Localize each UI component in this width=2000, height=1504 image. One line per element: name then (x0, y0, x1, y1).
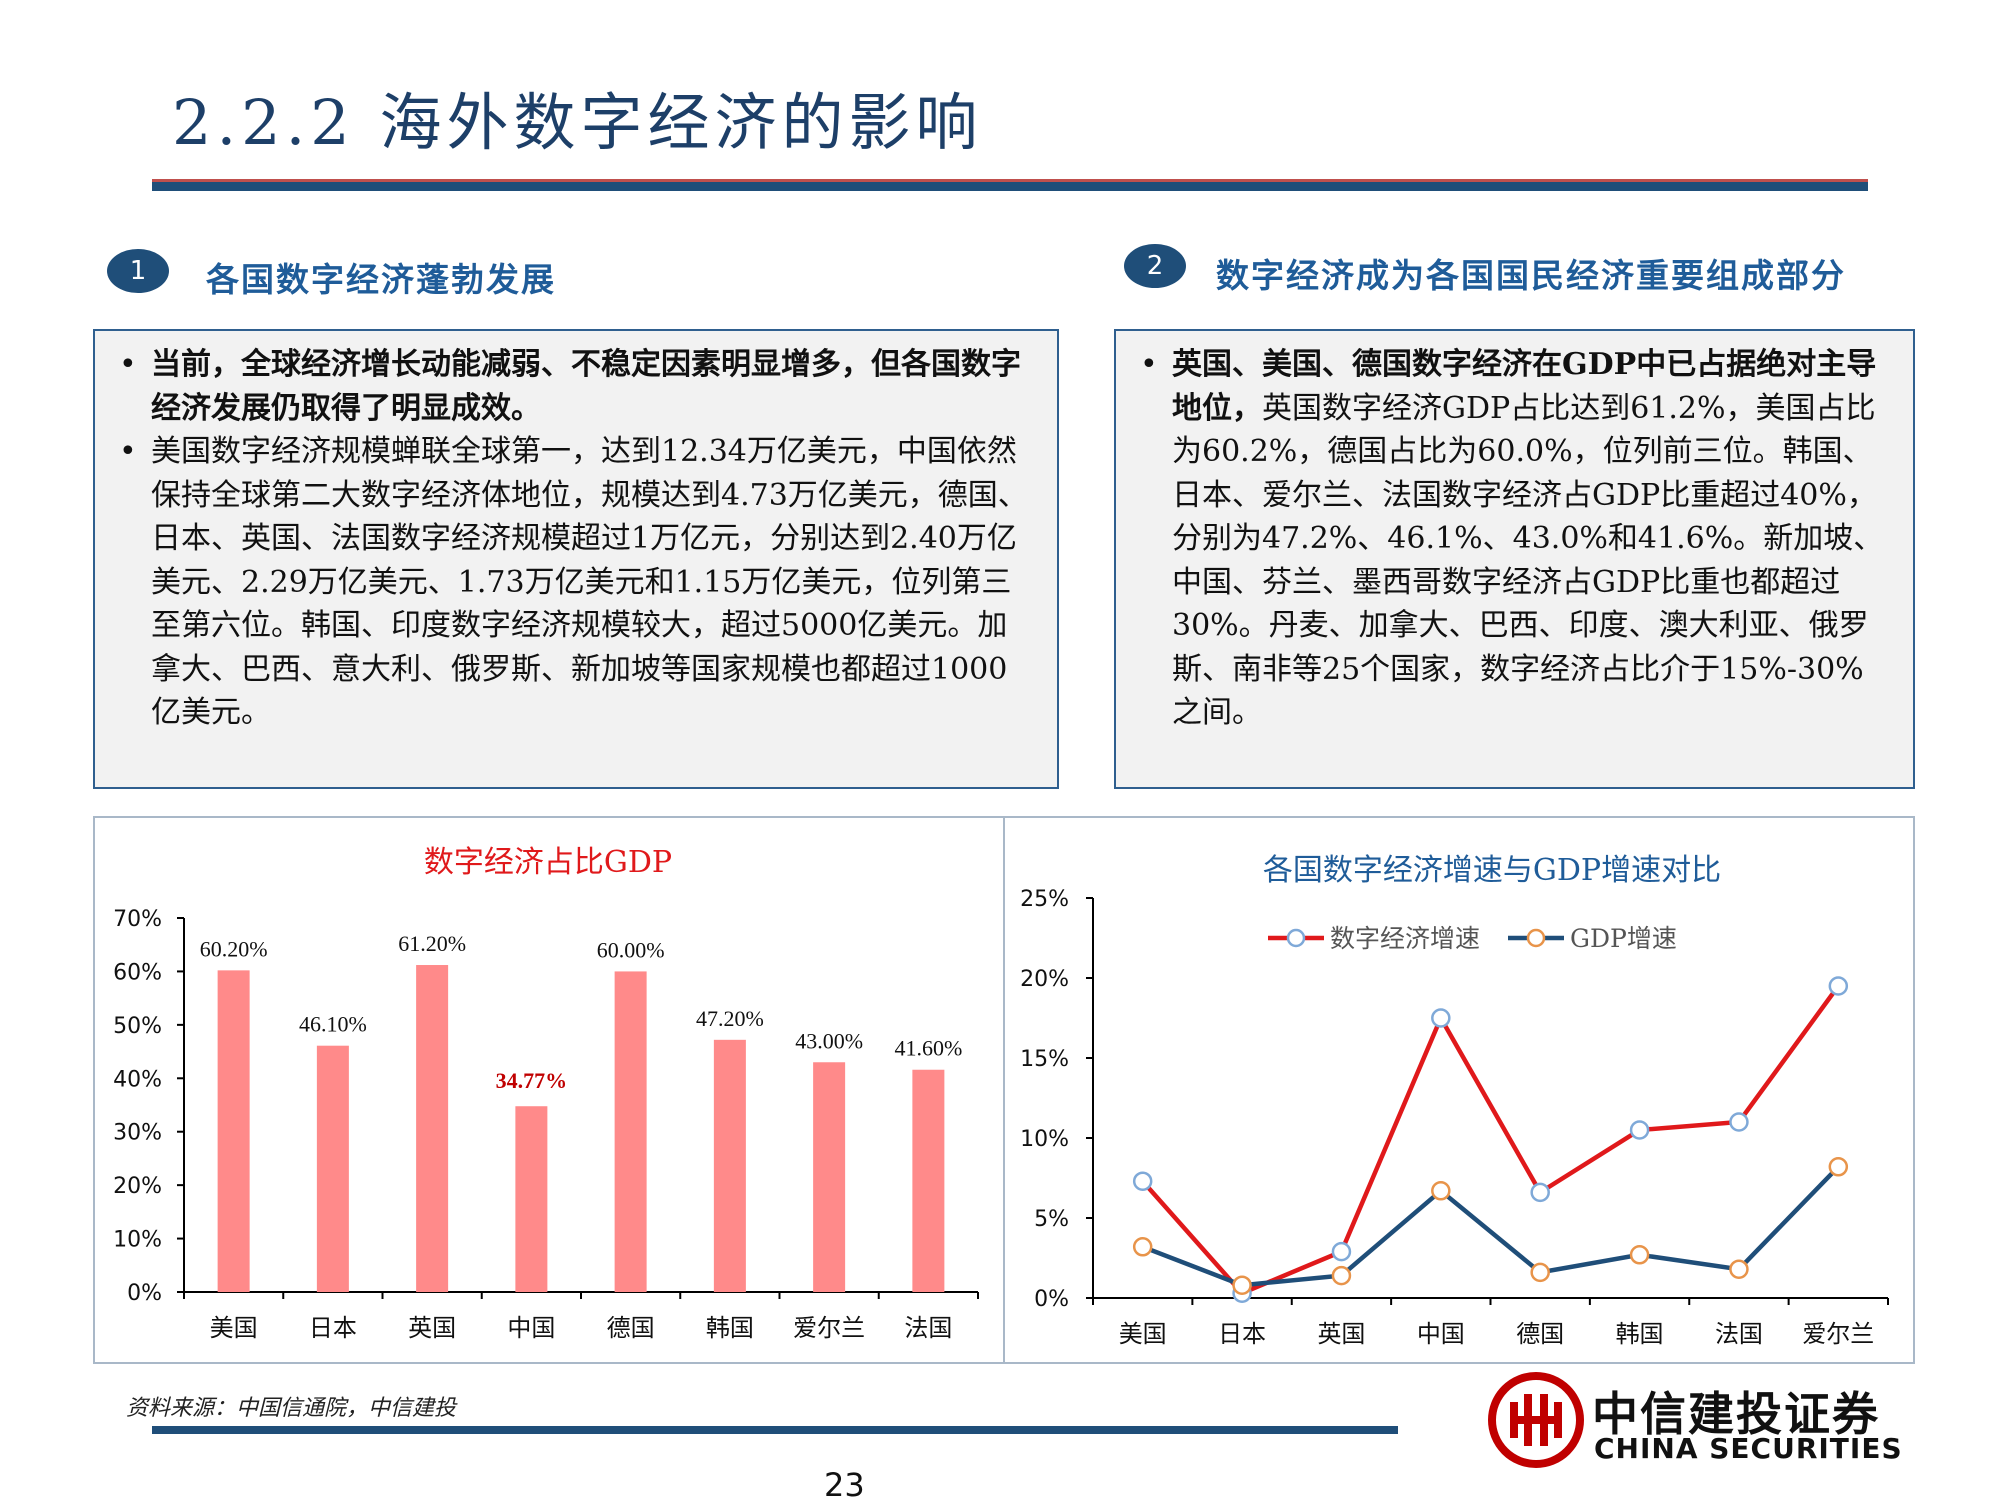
line-y-tick-label: 5% (1034, 1207, 1069, 1232)
bar-7 (813, 1062, 846, 1292)
bar-1 (217, 970, 250, 1292)
bar-y-tick-label: 30% (113, 1121, 162, 1146)
bar-category-label: 法国 (904, 1314, 952, 1342)
section-2-bullet-list: 英国、美国、德国数字经济在GDP中已占据绝对主导地位，英国数字经济GDP占比达到… (1116, 331, 1913, 735)
bar-data-label: 60.00% (597, 937, 665, 962)
bar-y-tick-label: 60% (113, 960, 162, 985)
logo-name-en: CHINA SECURITIES (1594, 1432, 1903, 1465)
bar-6 (713, 1039, 746, 1292)
line-chart: 各国数字经济增速与GDP增速对比 0% 5% 10% 15% 20% 25% 美国 日本 英国 中国… (1020, 853, 1889, 1348)
bar-data-label: 43.00% (795, 1028, 863, 1053)
section-2-heading: 数字经济成为各国国民经济重要组成部分 (1216, 256, 1846, 295)
bar-category-label: 德国 (607, 1314, 655, 1342)
series-1-point (1331, 1241, 1352, 1262)
bar-category-label: 爱尔兰 (793, 1314, 865, 1342)
line-y-tick-label: 0% (1034, 1287, 1069, 1312)
bar-y-tick-label: 20% (113, 1174, 162, 1199)
bar-chart: 数字经济占比GDP 0% 10% 20% 30% 40% 50% 60% 70% 60.20% 美国… (113, 845, 979, 1342)
logo-name-cn: 中信建投证券 (1592, 1387, 1880, 1441)
legend-label-2: GDP增速 (1570, 924, 1677, 953)
section-1-bullet-1: 当前，全球经济增长动能减弱、不稳定因素明显增多，但各国数字经济发展仍取得了明显成… (117, 343, 1031, 430)
line-y-tick-label: 15% (1020, 1047, 1069, 1072)
page-title: 2.2.2 海外数字经济的影响 (172, 86, 983, 159)
series-1-point (1629, 1120, 1650, 1140)
series-1-point (1729, 1112, 1749, 1132)
bar-data-label: 47.20% (696, 1006, 764, 1031)
line-category-label: 法国 (1715, 1320, 1763, 1348)
series-line-2 (1141, 1165, 1840, 1288)
bullet-bold-text: 当前，全球经济增长动能减弱、不稳定因素明显增多，但各国数字经济发展仍取得了明显成… (151, 347, 1021, 426)
bullet-text: 美国数字经济规模蝉联全球第一，达到12.34万亿美元，中国依然保持全球第二大数字… (151, 434, 1028, 730)
bar-4 (515, 1106, 548, 1292)
bar-category-label: 美国 (210, 1314, 258, 1342)
bar-8 (912, 1069, 945, 1292)
bar-3 (416, 965, 449, 1292)
bar-category-label: 日本 (309, 1314, 357, 1342)
legend-label-1: 数字经济增速 (1330, 924, 1480, 953)
bar-y-tick-label: 70% (113, 907, 162, 932)
series-2-point (1530, 1262, 1550, 1283)
bar-category-label: 英国 (408, 1314, 456, 1342)
line-category-label: 美国 (1119, 1320, 1167, 1348)
bar-data-label: 60.20% (200, 936, 268, 961)
bar-data-label: 61.20% (398, 931, 466, 956)
bar-chart-title: 数字经济占比GDP (424, 845, 672, 880)
bar-category-label: 中国 (507, 1314, 555, 1342)
bottom-rule (152, 1426, 1398, 1434)
line-category-label: 韩国 (1616, 1320, 1664, 1348)
source-note: 资料来源：中国信通院，中信建投 (126, 1396, 457, 1421)
page-number: 23 (824, 1466, 865, 1504)
bar-data-label: 41.60% (894, 1036, 962, 1061)
series-1-point (1431, 1008, 1451, 1028)
line-category-label: 爱尔兰 (1802, 1320, 1874, 1348)
line-category-label: 日本 (1218, 1320, 1266, 1348)
section-2-bullet-1: 英国、美国、德国数字经济在GDP中已占据绝对主导地位，英国数字经济GDP占比达到… (1138, 343, 1887, 735)
legend-marker-2 (1526, 928, 1546, 948)
section-1-bullet-2: 美国数字经济规模蝉联全球第一，达到12.34万亿美元，中国依然保持全球第二大数字… (117, 430, 1031, 735)
bar-category-label: 韩国 (706, 1314, 754, 1342)
line-category-label: 德国 (1516, 1320, 1564, 1348)
section-2-text-box: 英国、美国、德国数字经济在GDP中已占据绝对主导地位，英国数字经济GDP占比达到… (1114, 329, 1915, 789)
line-y-tick-label: 20% (1020, 967, 1069, 992)
series-1-point (1132, 1171, 1153, 1191)
bar-2 (316, 1045, 349, 1292)
series-2-point (1828, 1157, 1849, 1177)
series-2-point (1331, 1265, 1352, 1286)
bar-y-tick-label: 0% (127, 1281, 162, 1306)
series-2-point (1431, 1181, 1451, 1201)
section-1-bullet-list: 当前，全球经济增长动能减弱、不稳定因素明显增多，但各国数字经济发展仍取得了明显成… (95, 331, 1057, 735)
line-chart-title: 各国数字经济增速与GDP增速对比 (1263, 853, 1721, 888)
series-1-point (1530, 1182, 1550, 1203)
section-1-number-badge: 1 (107, 249, 169, 293)
series-2-point (1729, 1259, 1749, 1279)
series-2-point (1232, 1275, 1252, 1295)
series-2-point (1629, 1245, 1650, 1265)
bar-y-tick-label: 50% (113, 1014, 162, 1039)
line-category-label: 中国 (1417, 1320, 1465, 1348)
line-y-tick-label: 25% (1020, 887, 1069, 912)
series-line-1 (1141, 984, 1841, 1296)
section-1-heading: 各国数字经济蓬勃发展 (206, 260, 556, 299)
bullet-bold-text: 英国、美国、德国数字经济在GDP中已占据绝对主导地位， (1172, 347, 1877, 426)
series-2-point (1132, 1237, 1153, 1257)
line-y-tick-label: 10% (1020, 1127, 1069, 1152)
bar-y-tick-label: 40% (113, 1067, 162, 1092)
section-2-number-badge: 2 (1124, 244, 1186, 288)
bar-y-tick-label: 10% (113, 1228, 162, 1253)
line-category-label: 英国 (1317, 1320, 1365, 1348)
bar-data-label: 46.10% (299, 1012, 367, 1037)
legend-marker-1 (1286, 928, 1306, 948)
title-rule (152, 179, 1868, 191)
section-1-text-box: 当前，全球经济增长动能减弱、不稳定因素明显增多，但各国数字经济发展仍取得了明显成… (93, 329, 1059, 789)
bar-5 (614, 971, 647, 1292)
china-securities-logo-icon (1488, 1372, 1584, 1468)
series-1-point (1828, 976, 1849, 996)
bullet-text: 英国数字经济GDP占比达到61.2%，美国占比为60.2%，德国占比为60.0%… (1172, 390, 1884, 731)
bar-data-label: 34.77% (496, 1068, 568, 1093)
